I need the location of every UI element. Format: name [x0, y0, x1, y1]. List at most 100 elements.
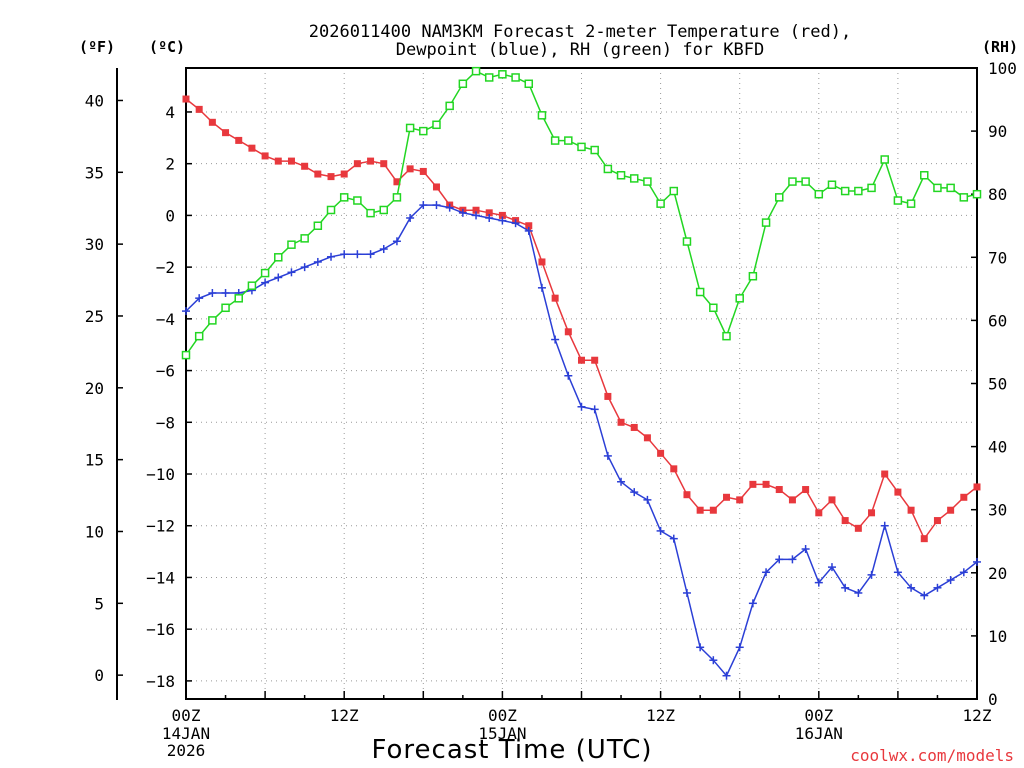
- celsius-tick-label: −4: [156, 310, 175, 329]
- x-tick-year-label: 2026: [167, 741, 206, 760]
- rh-point: [366, 208, 375, 218]
- temperature-point: [340, 170, 348, 178]
- x-tick-label: 00Z: [804, 706, 833, 725]
- temperature-point: [868, 509, 876, 517]
- temperature-point: [367, 157, 375, 165]
- rh-point: [432, 120, 441, 130]
- rh-point: [326, 205, 336, 215]
- dewpoint-point: [406, 213, 415, 222]
- rh-point: [577, 142, 586, 152]
- celsius-tick-label: 4: [165, 103, 175, 122]
- temperature-point: [406, 165, 414, 173]
- rh-point: [880, 155, 889, 164]
- rh-point: [353, 196, 362, 205]
- rh-point: [695, 287, 705, 297]
- temperature-point: [617, 418, 625, 426]
- temperature-point: [353, 160, 361, 168]
- temperature-point: [564, 328, 572, 336]
- temperature-point: [551, 294, 559, 302]
- fahrenheit-tick-label: 25: [85, 307, 104, 326]
- rh-point: [735, 294, 744, 303]
- temperature-point: [485, 209, 493, 217]
- temperature-point: [327, 173, 335, 181]
- rh-point: [643, 177, 652, 186]
- dewpoint-point: [564, 371, 573, 380]
- fahrenheit-tick-label: 35: [85, 163, 104, 182]
- dewpoint-point: [709, 656, 718, 665]
- dewpoint-point: [814, 578, 823, 587]
- rh-tick-label: 0: [988, 690, 998, 709]
- rh-point: [405, 123, 415, 133]
- celsius-tick-label: −12: [146, 517, 175, 536]
- dewpoint-point: [946, 576, 955, 585]
- temperature-point: [920, 535, 928, 543]
- rh-point: [669, 186, 679, 196]
- temperature-point: [591, 356, 599, 364]
- celsius-tick-label: −16: [146, 620, 175, 639]
- rh-point: [906, 199, 916, 208]
- rh-point: [959, 193, 969, 202]
- rh-point: [392, 193, 402, 202]
- rh-point: [867, 183, 876, 193]
- temperature-point: [314, 170, 322, 178]
- dewpoint-point: [221, 288, 230, 297]
- rh-point: [511, 73, 520, 82]
- temperature-point: [222, 129, 230, 137]
- x-tick-date-label: 14JAN: [162, 724, 210, 743]
- dewpoint-point: [287, 268, 296, 277]
- rh-tick-label: 40: [988, 438, 1007, 457]
- rh-point: [550, 136, 560, 145]
- dewpoint-point: [419, 201, 428, 210]
- rh-point: [194, 331, 204, 341]
- rh-tick-label: 30: [988, 501, 1007, 520]
- rh-tick-label: 100: [988, 59, 1017, 78]
- x-tick-label: 00Z: [488, 706, 517, 725]
- rh-point: [972, 189, 982, 199]
- rh-point: [722, 331, 731, 341]
- dewpoint-point: [590, 405, 599, 414]
- temperature-point: [195, 105, 203, 113]
- celsius-tick-label: −14: [146, 568, 175, 587]
- rh-point: [287, 240, 296, 249]
- rh-point: [498, 70, 507, 79]
- series-layer: [181, 66, 982, 680]
- rh-point: [234, 294, 243, 303]
- rh-point: [221, 303, 230, 313]
- dewpoint-point: [748, 599, 757, 608]
- celsius-tick-label: −8: [156, 413, 175, 432]
- dewpoint-point: [485, 213, 494, 222]
- temperature-point: [960, 493, 968, 501]
- dewpoint-point: [827, 563, 836, 572]
- rh-point: [788, 177, 797, 186]
- temperature-point: [419, 167, 427, 175]
- temperature-point: [472, 206, 480, 214]
- dewpoint-point: [208, 288, 217, 297]
- rh-point: [590, 145, 599, 155]
- fahrenheit-tick-label: 20: [85, 379, 104, 398]
- fahrenheit-tick-label: 0: [94, 666, 104, 685]
- celsius-tick-label: −18: [146, 672, 175, 691]
- temperature-point: [881, 470, 889, 478]
- temperature-point: [301, 162, 309, 170]
- temperature-point: [973, 483, 981, 491]
- rh-point: [801, 177, 810, 186]
- dewpoint-point: [432, 201, 441, 210]
- dewpoint-point: [498, 216, 507, 225]
- rh-tick-label: 70: [988, 248, 1007, 267]
- rh-point: [313, 221, 323, 230]
- rh-point: [247, 281, 257, 290]
- dewpoint-point: [959, 568, 968, 577]
- rh-point: [761, 218, 771, 227]
- dewpoint-point: [762, 568, 771, 577]
- rh-point: [709, 303, 718, 313]
- x-tick-label: 12Z: [963, 706, 992, 725]
- chart-title-line1: 2026011400 NAM3KM Forecast 2-meter Tempe…: [309, 22, 851, 42]
- temperature-point: [604, 392, 612, 400]
- rh-point: [524, 79, 534, 89]
- rh-point: [920, 171, 929, 180]
- chart-title-line2: Dewpoint (blue), RH (green) for KBFD: [396, 40, 764, 60]
- temperature-point: [933, 517, 941, 525]
- celsius-tick-label: 0: [165, 206, 175, 225]
- dewpoint-point: [379, 245, 388, 254]
- rh-point: [603, 164, 613, 174]
